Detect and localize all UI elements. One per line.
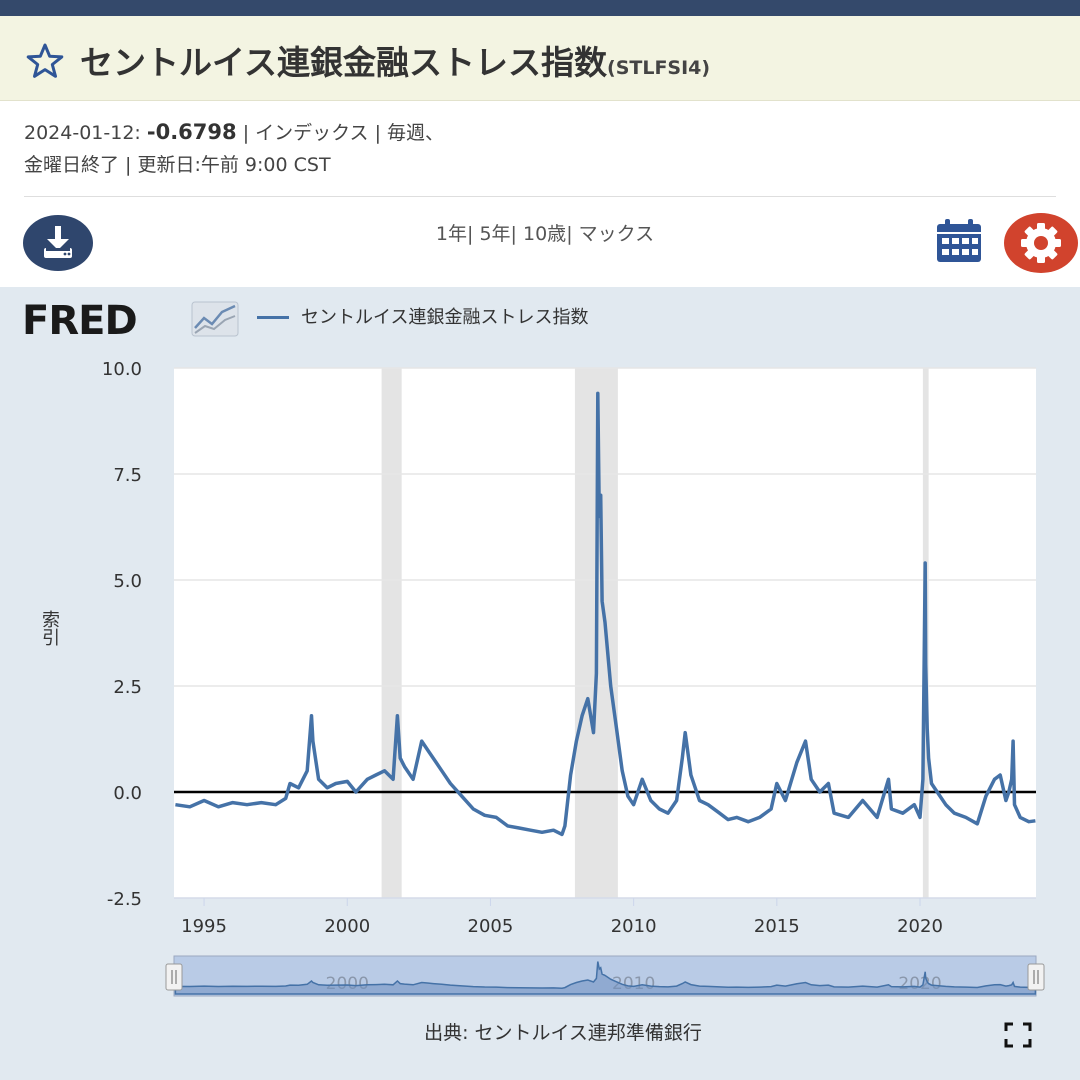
title-bar: セントルイス連銀金融ストレス指数(STLFSI4) [0, 16, 1080, 101]
observation-date: 2024-01-12: [24, 122, 141, 144]
source-text: 出典: セントルイス連邦準備銀行 [424, 1022, 702, 1044]
range-max[interactable]: マックス [578, 223, 655, 245]
observation-value: -0.6798 [146, 120, 237, 144]
download-button[interactable] [23, 215, 93, 271]
series-title: セントルイス連銀金融ストレス指数 [80, 43, 608, 82]
chart-panel [0, 287, 1080, 1080]
series-meta: 2024-01-12: -0.6798 | インデックス | 毎週、 金曜日終了… [24, 116, 444, 181]
calendar-icon[interactable] [934, 218, 984, 264]
range-5y[interactable]: 5年 [479, 223, 511, 245]
fred-logo-text: FRED [22, 298, 137, 340]
star-icon[interactable] [24, 40, 66, 82]
date-range-selector: 1年| 5年| 10歳| マックス [435, 223, 655, 245]
legend-swatch [257, 316, 289, 319]
top-bar [0, 0, 1080, 16]
range-1y[interactable]: 1年 [435, 223, 467, 245]
units-text: | インデックス | 毎週、 [242, 122, 445, 144]
fullscreen-icon[interactable] [1004, 1022, 1032, 1048]
series-id: (STLFSI4) [607, 57, 711, 79]
updated-time: 午前 9:00 CST [200, 154, 331, 176]
range-10y[interactable]: 10歳 [523, 223, 567, 245]
download-icon [44, 226, 72, 258]
divider [24, 196, 1056, 197]
fred-logo: FRED [22, 298, 239, 340]
legend-label: セントルイス連銀金融ストレス指数 [301, 307, 589, 328]
y-axis-label: 索引 [39, 610, 60, 646]
gear-icon [1021, 223, 1061, 263]
page-title: セントルイス連銀金融ストレス指数(STLFSI4) [80, 36, 710, 84]
settings-button[interactable] [1004, 213, 1078, 273]
frequency-text: 金曜日終了 | 更新日: [24, 154, 201, 176]
